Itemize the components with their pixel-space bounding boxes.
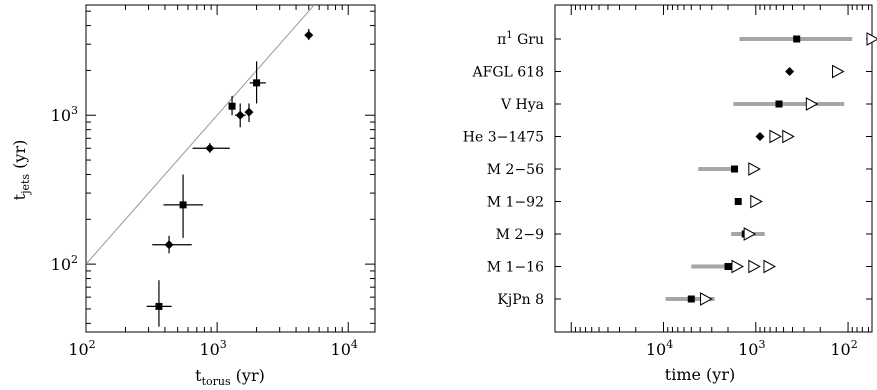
right-x-tick-label: 103 xyxy=(738,338,765,359)
left-plot-frame xyxy=(85,4,376,333)
right-category-label: He 3−1475 xyxy=(463,130,544,146)
right-triangle-marker xyxy=(769,129,782,144)
right-square-marker xyxy=(687,295,695,303)
left-y-tick-label: 103 xyxy=(51,104,78,125)
right-category-labels: π1 Gru AFGL 618 V Hya He 3−1475 M 2−56 M 1−92… xyxy=(463,30,544,308)
left-data-point xyxy=(235,103,246,128)
left-square-marker xyxy=(155,302,163,310)
left-data-point xyxy=(163,174,203,238)
left-x-tick-label: 104 xyxy=(331,338,358,359)
left-data-point xyxy=(228,95,236,116)
right-x-tick-label: 102 xyxy=(830,338,857,359)
right-diamond-marker xyxy=(755,132,765,141)
right-data-rows xyxy=(665,32,877,306)
left-x-tick-labels: 102 103 104 xyxy=(68,338,358,359)
left-data-point xyxy=(304,28,314,41)
left-square-marker xyxy=(253,79,261,87)
right-data-row xyxy=(698,162,761,176)
left-data-point xyxy=(152,235,192,254)
left-square-marker xyxy=(228,102,236,110)
right-data-row xyxy=(733,97,845,111)
right-data-row xyxy=(785,64,845,79)
right-x-axis-label: time (yr) xyxy=(665,365,735,384)
left-diamond-marker xyxy=(205,143,215,153)
left-y-tick-labels: 102 103 xyxy=(51,104,78,274)
left-diamond-marker xyxy=(304,30,314,40)
right-square-marker xyxy=(731,165,739,173)
right-category-label: V Hya xyxy=(500,97,544,113)
left-data-point xyxy=(249,61,266,104)
right-minor-ticks xyxy=(555,5,872,332)
right-triangle-marker xyxy=(866,32,877,46)
right-data-row xyxy=(755,129,795,144)
right-data-row xyxy=(691,259,776,274)
right-triangle-marker xyxy=(748,162,761,176)
right-triangle-marker xyxy=(731,259,744,274)
right-triangle-marker xyxy=(805,97,819,111)
right-x-tick-labels: 104 103 102 xyxy=(646,338,858,359)
right-diamond-marker xyxy=(785,67,795,76)
right-triangle-marker xyxy=(763,259,776,274)
right-data-row xyxy=(731,227,765,241)
right-category-label: KjPn 8 xyxy=(497,292,544,308)
left-reference-line xyxy=(86,5,315,265)
right-category-label: π1 Gru xyxy=(497,30,544,48)
right-category-label: AFGL 618 xyxy=(472,65,544,81)
left-data-point xyxy=(192,143,230,153)
left-diamond-marker xyxy=(164,240,174,250)
right-category-label: M 2−9 xyxy=(496,227,544,243)
right-triangle-marker xyxy=(782,129,795,144)
right-square-marker xyxy=(724,263,732,270)
right-square-marker xyxy=(775,100,783,108)
right-triangle-marker xyxy=(748,259,761,274)
right-panel: 104 103 102 π1 Gru AFGL 618 V Hya He 3−1475 M … xyxy=(463,4,877,384)
left-data-point xyxy=(244,103,254,123)
left-diamond-marker xyxy=(235,110,245,120)
right-category-label: M 1−16 xyxy=(487,260,544,276)
left-x-tick-label: 102 xyxy=(68,338,95,359)
right-category-label: M 1−92 xyxy=(487,195,544,211)
right-triangle-marker xyxy=(832,64,845,79)
right-category-label: M 2−56 xyxy=(487,162,544,178)
left-data-point xyxy=(146,280,172,327)
left-minor-ticks xyxy=(85,5,375,332)
left-panel: 102 103 104 102 103 ttorus (yr) tjets (yr) xyxy=(10,4,376,388)
right-x-tick-label: 104 xyxy=(646,338,673,359)
left-square-marker xyxy=(179,201,187,209)
right-data-row xyxy=(734,194,763,209)
left-x-axis-label: ttorus (yr) xyxy=(195,366,265,388)
right-triangle-marker xyxy=(743,227,757,241)
left-diamond-marker xyxy=(244,107,254,117)
left-y-tick-label: 102 xyxy=(51,253,78,274)
right-triangle-marker xyxy=(750,194,763,209)
left-y-axis-label: tjets (yr) xyxy=(10,140,32,201)
right-data-row xyxy=(665,292,715,306)
right-data-row xyxy=(739,32,877,46)
right-square-marker xyxy=(734,198,742,205)
right-square-marker xyxy=(793,35,801,43)
right-triangle-marker xyxy=(700,292,713,306)
left-data-points xyxy=(146,28,314,327)
left-x-tick-label: 103 xyxy=(199,338,226,359)
